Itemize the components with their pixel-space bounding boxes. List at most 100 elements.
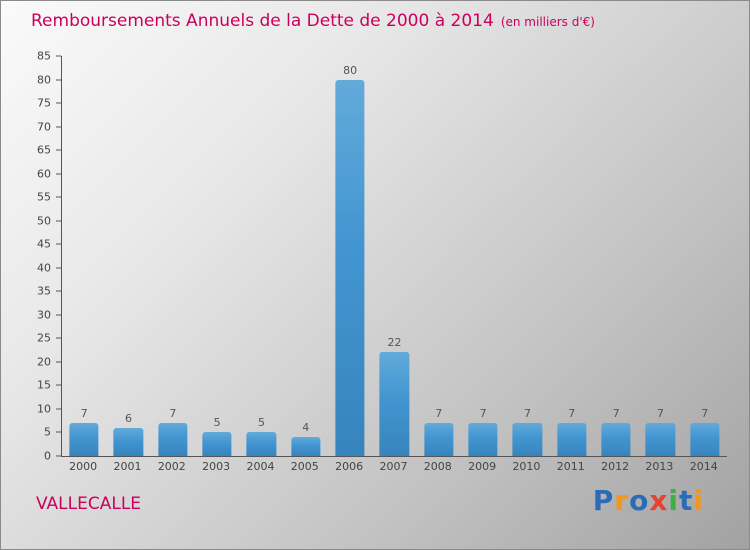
y-tick-label: 15 [37, 378, 51, 392]
bar-2010 [512, 423, 543, 456]
bar-2000 [69, 423, 99, 456]
y-axis-labels: 0 5 10 15 20 25 30 35 40 45 50 55 60 65 70 75 80 85 [21, 51, 61, 462]
bar-2011 [557, 423, 587, 456]
y-tick-mark [56, 290, 61, 292]
x-tick-label: 2003 [202, 460, 231, 473]
y-tick-mark [56, 267, 61, 269]
bar-value-label: 6 [124, 411, 132, 425]
y-tick-label: 10 [37, 402, 51, 416]
y-tick-mark [56, 220, 61, 222]
x-tick-label: 2010 [512, 460, 541, 473]
bar-value-label: 7 [656, 407, 664, 421]
bar-value-label: 7 [435, 407, 443, 421]
logo-letter: r [614, 484, 630, 517]
y-tick-mark [56, 196, 61, 198]
bar-2006 [335, 79, 365, 456]
bar-column-2011: 7 [550, 56, 594, 456]
bar-value-label: 5 [257, 416, 265, 430]
y-tick-label: 75 [37, 96, 51, 110]
x-tick-label: 2008 [423, 460, 452, 473]
bar-column-2004: 5 [239, 56, 283, 456]
x-tick-label: 2013 [645, 460, 674, 473]
y-tick-mark [56, 384, 61, 386]
proxiti-logo: Proxiti [593, 484, 704, 517]
y-tick-label: 5 [44, 425, 51, 439]
logo-letter: i [668, 484, 679, 517]
y-tick-mark [56, 149, 61, 151]
bar-value-label: 80 [343, 63, 358, 77]
bar-value-label: 7 [80, 407, 88, 421]
bar-column-2006: 80 [328, 56, 372, 456]
logo-letter: i [693, 484, 704, 517]
x-tick-label: 2007 [379, 460, 408, 473]
x-tick-label: 2000 [69, 460, 98, 473]
x-tick-label: 2006 [335, 460, 364, 473]
y-tick-label: 80 [37, 73, 51, 87]
y-tick-label: 40 [37, 261, 51, 275]
y-tick-mark [56, 173, 61, 175]
bar-value-label: 7 [169, 407, 177, 421]
logo-letter: o [629, 484, 650, 517]
bar-column-2007: 22 [372, 56, 416, 456]
y-tick-label: 0 [44, 449, 51, 463]
x-tick-label: 2012 [601, 460, 630, 473]
y-tick-label: 45 [37, 237, 51, 251]
y-tick-label: 35 [37, 284, 51, 298]
bar-column-2009: 7 [461, 56, 505, 456]
chart-title: Remboursements Annuels de la Dette de 20… [31, 11, 494, 31]
bar-value-label: 7 [479, 407, 487, 421]
bar-value-label: 7 [568, 407, 576, 421]
x-tick-label: 2014 [689, 460, 718, 473]
bar-column-2012: 7 [594, 56, 638, 456]
logo-letter: t [679, 484, 694, 517]
chart-title-row: Remboursements Annuels de la Dette de 20… [31, 11, 595, 31]
bar-column-2001: 6 [106, 56, 150, 456]
y-tick-label: 20 [37, 355, 51, 369]
y-tick-mark [56, 337, 61, 339]
y-tick-label: 25 [37, 331, 51, 345]
bar-2012 [601, 423, 631, 456]
x-tick-label: 2009 [468, 460, 497, 473]
y-tick-mark [56, 455, 61, 457]
x-tick-label: 2001 [113, 460, 142, 473]
bar-value-label: 4 [302, 421, 310, 435]
bar-2004 [246, 432, 277, 456]
bar-column-2002: 7 [151, 56, 195, 456]
y-tick-mark [56, 79, 61, 81]
bar-2005 [291, 437, 321, 456]
y-tick-label: 60 [37, 167, 51, 181]
org-name: VALLECALLE [36, 494, 142, 514]
bar-2013 [645, 423, 676, 456]
x-axis-labels: 2000 2001 2002 2003 2004 2005 2006 2007 2008 2009… [61, 460, 726, 478]
y-tick-label: 85 [37, 49, 51, 63]
bar-column-2005: 4 [284, 56, 328, 456]
bar-column-2008: 7 [417, 56, 461, 456]
bar-2014 [690, 423, 720, 456]
y-tick-mark [56, 431, 61, 433]
bar-value-label: 22 [387, 336, 402, 350]
y-tick-label: 50 [37, 214, 51, 228]
bar-2008 [424, 423, 454, 456]
y-tick-label: 65 [37, 143, 51, 157]
bar-column-2010: 7 [505, 56, 549, 456]
bar-2009 [468, 423, 498, 456]
chart-subtitle: (en milliers d'€) [500, 15, 595, 29]
bar-column-2003: 5 [195, 56, 239, 456]
y-tick-mark [56, 361, 61, 363]
bar-value-label: 7 [523, 407, 531, 421]
bar-2001 [113, 427, 144, 456]
bar-2002 [158, 423, 188, 456]
bar-2007 [379, 352, 410, 456]
x-tick-label: 2002 [157, 460, 186, 473]
y-tick-label: 70 [37, 120, 51, 134]
bar-value-label: 7 [612, 407, 620, 421]
logo-letter: P [592, 484, 615, 517]
y-tick-mark [56, 102, 61, 104]
y-tick-mark [56, 243, 61, 245]
plot-area: 7 6 7 5 5 4 80 22 7 7 7 7 7 7 7 [61, 56, 727, 457]
bar-column-2014: 7 [683, 56, 727, 456]
y-tick-mark [56, 314, 61, 316]
x-tick-label: 2011 [556, 460, 585, 473]
y-tick-mark [56, 126, 61, 128]
